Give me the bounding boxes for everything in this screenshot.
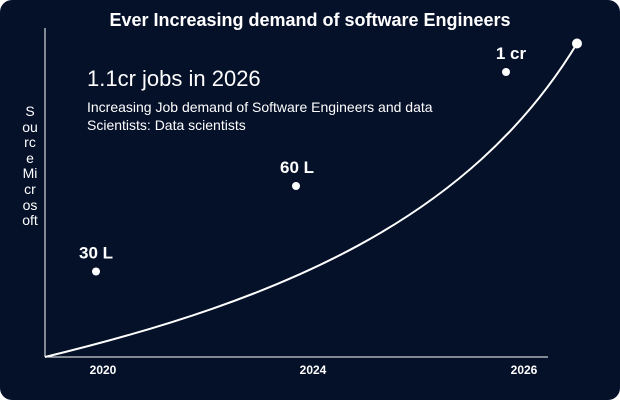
data-label-2024: 60 L bbox=[280, 158, 314, 177]
trend-curve bbox=[44, 42, 578, 358]
y-axis-label: Source Microsoft bbox=[22, 103, 38, 229]
data-label-2026: 1 cr bbox=[496, 44, 527, 63]
headline-stat: 1.1cr jobs in 2026 bbox=[87, 66, 261, 91]
data-point-2026 bbox=[502, 68, 510, 76]
trend-end-marker bbox=[572, 38, 582, 49]
x-tick-2024: 2024 bbox=[300, 363, 327, 377]
chart-subtitle: Increasing Job demand of Software Engine… bbox=[87, 99, 433, 133]
data-point-2020 bbox=[92, 267, 100, 276]
data-point-2024 bbox=[292, 182, 300, 190]
chart-title: Ever Increasing demand of software Engin… bbox=[109, 10, 511, 30]
x-tick-2020: 2020 bbox=[90, 363, 117, 377]
x-tick-2026: 2026 bbox=[511, 363, 538, 377]
data-label-2020: 30 L bbox=[79, 244, 113, 263]
